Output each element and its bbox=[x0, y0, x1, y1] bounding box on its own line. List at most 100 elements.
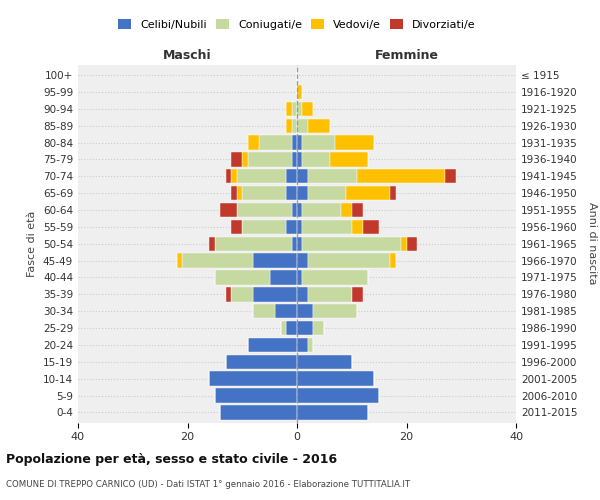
Bar bbox=[297, 152, 302, 166]
Bar bbox=[390, 254, 395, 268]
Bar bbox=[352, 220, 362, 234]
Bar bbox=[297, 186, 308, 200]
Bar bbox=[297, 102, 302, 116]
Bar bbox=[302, 152, 330, 166]
Bar bbox=[308, 169, 357, 184]
Bar bbox=[220, 405, 297, 419]
Bar bbox=[237, 169, 286, 184]
Bar bbox=[297, 169, 308, 184]
Bar bbox=[445, 169, 456, 184]
Bar bbox=[297, 220, 302, 234]
Bar bbox=[297, 405, 368, 419]
Bar bbox=[302, 270, 368, 284]
Bar bbox=[330, 152, 368, 166]
Bar bbox=[242, 186, 286, 200]
Bar bbox=[253, 287, 297, 302]
Bar bbox=[313, 321, 325, 335]
Bar bbox=[297, 270, 302, 284]
Bar bbox=[407, 236, 418, 251]
Text: Maschi: Maschi bbox=[163, 48, 212, 62]
Bar bbox=[176, 254, 182, 268]
Bar bbox=[248, 136, 259, 149]
Bar bbox=[302, 203, 341, 217]
Bar bbox=[292, 152, 297, 166]
Bar bbox=[215, 270, 269, 284]
Bar bbox=[281, 321, 286, 335]
Bar bbox=[352, 287, 362, 302]
Y-axis label: Anni di nascita: Anni di nascita bbox=[587, 202, 597, 285]
Text: Popolazione per età, sesso e stato civile - 2016: Popolazione per età, sesso e stato civil… bbox=[6, 452, 337, 466]
Bar bbox=[242, 220, 286, 234]
Bar bbox=[362, 220, 379, 234]
Bar bbox=[232, 152, 242, 166]
Bar bbox=[308, 118, 330, 133]
Bar bbox=[286, 169, 297, 184]
Bar bbox=[297, 136, 302, 149]
Text: COMUNE DI TREPPO CARNICO (UD) - Dati ISTAT 1° gennaio 2016 - Elaborazione TUTTIT: COMUNE DI TREPPO CARNICO (UD) - Dati IST… bbox=[6, 480, 410, 489]
Bar bbox=[286, 321, 297, 335]
Bar bbox=[232, 220, 242, 234]
Bar bbox=[357, 169, 445, 184]
Bar bbox=[297, 85, 302, 99]
Legend: Celibi/Nubili, Coniugati/e, Vedovi/e, Divorziati/e: Celibi/Nubili, Coniugati/e, Vedovi/e, Di… bbox=[114, 15, 480, 34]
Bar bbox=[215, 388, 297, 402]
Bar bbox=[401, 236, 407, 251]
Bar bbox=[302, 236, 401, 251]
Bar bbox=[341, 203, 352, 217]
Bar bbox=[297, 118, 308, 133]
Bar bbox=[297, 203, 302, 217]
Bar bbox=[297, 321, 313, 335]
Bar bbox=[292, 118, 297, 133]
Bar bbox=[302, 220, 352, 234]
Bar bbox=[297, 372, 374, 386]
Bar bbox=[297, 354, 352, 369]
Bar bbox=[308, 287, 352, 302]
Bar bbox=[297, 388, 379, 402]
Bar bbox=[335, 136, 374, 149]
Bar bbox=[308, 254, 390, 268]
Bar bbox=[232, 169, 237, 184]
Bar bbox=[269, 270, 297, 284]
Bar bbox=[209, 372, 297, 386]
Text: Femmine: Femmine bbox=[374, 48, 439, 62]
Bar bbox=[292, 236, 297, 251]
Bar bbox=[308, 186, 346, 200]
Bar bbox=[308, 338, 313, 352]
Bar bbox=[292, 136, 297, 149]
Bar bbox=[226, 287, 232, 302]
Bar bbox=[232, 287, 253, 302]
Bar bbox=[286, 102, 292, 116]
Bar bbox=[237, 203, 292, 217]
Y-axis label: Fasce di età: Fasce di età bbox=[28, 210, 37, 277]
Bar bbox=[352, 203, 362, 217]
Bar bbox=[182, 254, 253, 268]
Bar bbox=[286, 186, 297, 200]
Bar bbox=[259, 136, 292, 149]
Bar bbox=[226, 354, 297, 369]
Bar bbox=[390, 186, 395, 200]
Bar bbox=[215, 236, 292, 251]
Bar bbox=[220, 203, 237, 217]
Bar bbox=[248, 152, 292, 166]
Bar bbox=[346, 186, 390, 200]
Bar bbox=[286, 118, 292, 133]
Bar bbox=[302, 102, 313, 116]
Bar bbox=[297, 254, 308, 268]
Bar bbox=[297, 338, 308, 352]
Bar bbox=[248, 338, 297, 352]
Bar bbox=[292, 102, 297, 116]
Bar bbox=[232, 186, 237, 200]
Bar bbox=[275, 304, 297, 318]
Bar bbox=[297, 287, 308, 302]
Bar bbox=[297, 236, 302, 251]
Bar bbox=[253, 304, 275, 318]
Bar bbox=[302, 136, 335, 149]
Bar bbox=[242, 152, 248, 166]
Bar bbox=[209, 236, 215, 251]
Bar bbox=[237, 186, 242, 200]
Bar bbox=[226, 169, 232, 184]
Bar bbox=[297, 304, 313, 318]
Bar bbox=[253, 254, 297, 268]
Bar bbox=[292, 203, 297, 217]
Bar bbox=[286, 220, 297, 234]
